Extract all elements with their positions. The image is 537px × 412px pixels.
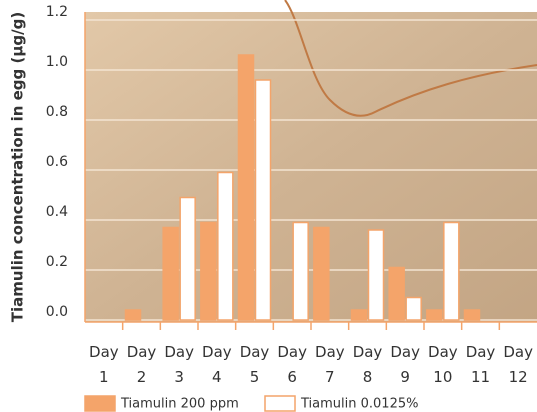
legend-swatch — [84, 395, 116, 412]
bar — [367, 229, 385, 321]
legend-label: Tiamulin 0.0125% — [300, 397, 418, 412]
bar — [350, 309, 368, 321]
bar — [292, 221, 309, 321]
x-tick-label: Day 7 — [315, 343, 345, 386]
bar — [388, 266, 405, 321]
bar — [405, 296, 422, 321]
bar — [443, 221, 460, 321]
y-tick-label: 0.4 — [46, 204, 68, 220]
x-tick-label: Day 5 — [239, 343, 270, 386]
bar — [237, 54, 255, 321]
bar — [162, 226, 179, 321]
plot-background — [85, 12, 537, 322]
bar — [124, 309, 142, 321]
bar — [217, 171, 234, 321]
bar — [254, 79, 272, 321]
x-tick-label: Day 8 — [352, 343, 383, 386]
x-tick-label: Day 3 — [164, 343, 194, 386]
bar — [426, 309, 443, 321]
x-tick-label: Day 2 — [126, 343, 157, 386]
y-tick-label: 1.0 — [46, 54, 68, 70]
y-tick-label: 0.0 — [46, 304, 68, 320]
bar — [313, 226, 330, 321]
x-tick-label: Day 4 — [202, 343, 232, 386]
x-tick-label: Day 9 — [390, 343, 420, 386]
x-tick-label: Day 1 — [89, 343, 119, 386]
x-tick-label: Day 6 — [277, 343, 307, 386]
bar — [179, 196, 196, 321]
x-tick-label: Day 11 — [465, 343, 496, 386]
x-tick-label: Day 12 — [503, 343, 533, 386]
y-tick-label: 1.2 — [46, 4, 68, 20]
x-tick-label: Day 10 — [428, 343, 458, 386]
y-tick-label: 0.2 — [46, 254, 68, 270]
legend-label: Tiamulin 200 ppm — [120, 397, 239, 412]
legend-swatch — [264, 395, 296, 412]
background-curve — [284, 0, 537, 117]
bar — [463, 309, 481, 321]
y-tick-label: 0.8 — [46, 104, 68, 120]
bar — [200, 221, 217, 321]
y-tick-label: 0.6 — [46, 154, 68, 170]
y-axis-label: Tiamulin concentration in egg (µg/g) — [9, 12, 27, 322]
